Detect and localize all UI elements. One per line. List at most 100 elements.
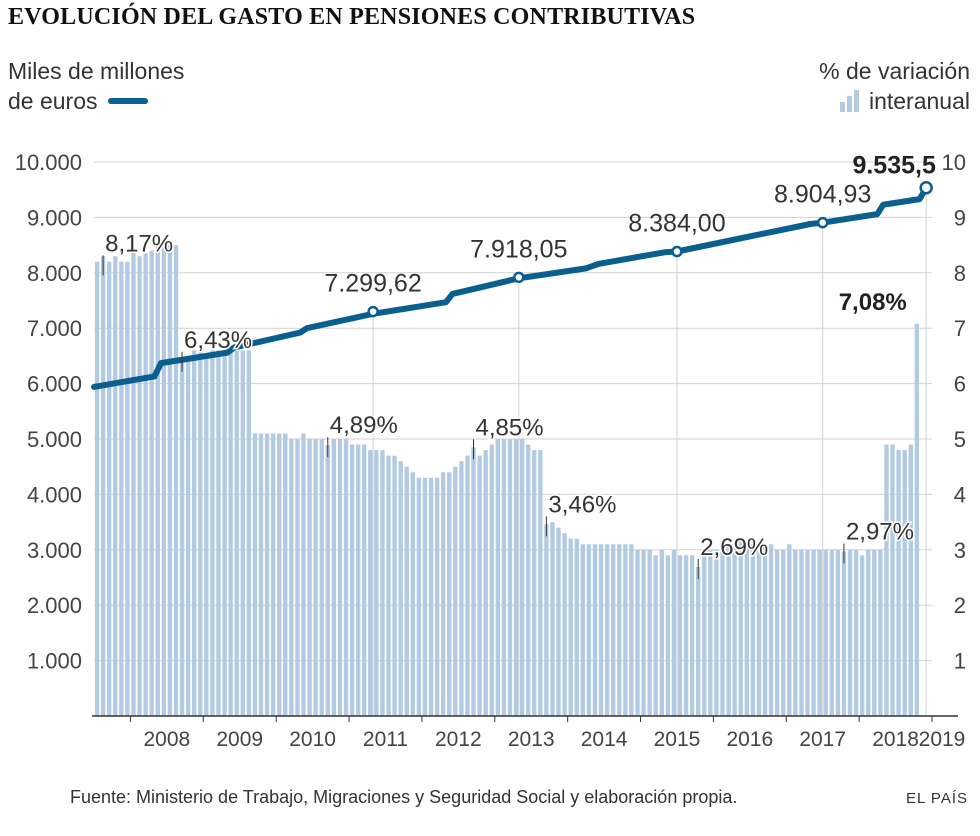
x-tick-label: 2010 xyxy=(289,728,336,751)
variation-bar xyxy=(447,472,452,716)
variation-bar xyxy=(337,439,343,716)
variation-bar xyxy=(781,549,786,716)
variation-bar xyxy=(283,433,288,716)
y-right-tick-label: 7 xyxy=(954,316,966,341)
variation-bar xyxy=(702,555,707,716)
variation-bar xyxy=(513,439,519,716)
y-right-tick-label: 10 xyxy=(942,150,966,175)
variation-bar xyxy=(726,544,731,716)
variation-bar xyxy=(434,477,440,716)
variation-bar xyxy=(653,555,658,716)
bar-value-label: 4,89% xyxy=(330,412,398,439)
left-legend-line2: de euros xyxy=(8,88,98,114)
y-left-tick-label: 2.000 xyxy=(27,593,82,618)
variation-bar xyxy=(94,261,100,716)
variation-bar xyxy=(550,522,555,716)
spending-line xyxy=(91,184,930,390)
variation-bar xyxy=(744,544,749,716)
line-point-marker xyxy=(513,271,525,284)
variation-bar xyxy=(459,461,464,716)
line-point-marker xyxy=(367,305,379,318)
x-tick-label: 2013 xyxy=(508,728,555,751)
variation-bar xyxy=(192,350,197,716)
variation-bar xyxy=(623,544,628,716)
variation-bar xyxy=(465,455,470,716)
variation-bar xyxy=(689,555,695,716)
variation-bar xyxy=(210,350,215,716)
variation-bar xyxy=(604,544,610,716)
variation-bar xyxy=(319,439,324,716)
variation-bar xyxy=(252,433,258,716)
y-right-tick-label: 2 xyxy=(954,593,966,618)
bar-series-swatch xyxy=(839,90,859,112)
variation-bar xyxy=(805,549,810,716)
variation-bar xyxy=(507,439,513,716)
variation-bar xyxy=(349,444,355,716)
right-legend-line1: % de variación xyxy=(819,58,970,84)
y-right-tick-label: 9 xyxy=(954,205,966,230)
variation-bar xyxy=(179,359,185,716)
bar-value-label: 6,43% xyxy=(184,327,252,354)
variation-bar xyxy=(720,549,725,716)
variation-bar xyxy=(556,527,561,716)
chart-title: EVOLUCIÓN DEL GASTO EN PENSIONES CONTRIB… xyxy=(8,4,696,30)
variation-bar xyxy=(841,551,847,716)
variation-bar xyxy=(823,549,828,716)
variation-bar xyxy=(198,350,203,716)
line-layer xyxy=(91,180,933,390)
variation-bar xyxy=(586,544,592,716)
variation-bar xyxy=(185,355,191,716)
variation-bar xyxy=(866,549,871,716)
bar-value-label: 3,46% xyxy=(548,491,616,518)
right-axis-legend: % de variación interanual xyxy=(819,56,970,116)
line-value-label: 8.384,00 xyxy=(628,210,725,238)
variation-bar xyxy=(398,461,403,716)
variation-bar xyxy=(829,549,834,716)
bar-value-label: 2,97% xyxy=(846,518,914,545)
variation-bar xyxy=(277,433,282,716)
brand-logo: EL PAÍS xyxy=(905,790,968,807)
bar-value-label: 7,08% xyxy=(839,289,907,316)
variation-bar xyxy=(762,544,768,716)
variation-bar xyxy=(204,355,209,716)
variation-bar xyxy=(896,450,901,716)
variation-bar xyxy=(246,350,252,716)
variation-bar xyxy=(538,450,543,716)
y-right-tick-label: 8 xyxy=(954,261,966,286)
variation-bar xyxy=(113,256,118,716)
line-point-marker xyxy=(919,180,933,195)
x-tick-label: 2014 xyxy=(581,728,628,751)
variation-bar xyxy=(787,544,792,716)
variation-bar xyxy=(137,256,142,716)
variation-bar xyxy=(234,350,239,716)
right-legend-line2: interanual xyxy=(868,88,970,114)
variation-bar xyxy=(544,524,549,716)
variation-bar xyxy=(380,450,385,716)
variation-bar xyxy=(501,439,507,716)
variation-bar xyxy=(756,544,762,716)
variation-bar xyxy=(817,549,822,716)
variation-bar xyxy=(647,549,652,716)
y-left-tick-label: 7.000 xyxy=(27,316,82,341)
variation-bar xyxy=(374,450,379,716)
line-value-label: 9.535,5 xyxy=(852,152,936,180)
variation-bar xyxy=(750,544,756,716)
variation-bar xyxy=(617,544,622,716)
variation-bar xyxy=(325,445,330,716)
variation-bar xyxy=(155,245,160,716)
variation-bar xyxy=(598,544,604,716)
variation-bar xyxy=(270,433,276,716)
y-right-tick-label: 1 xyxy=(954,649,966,674)
variation-bar xyxy=(914,323,920,716)
x-tick-label: 2017 xyxy=(799,728,846,751)
variation-bar xyxy=(355,444,361,716)
y-left-tick-label: 10.000 xyxy=(15,150,82,175)
line-value-label: 7.299,62 xyxy=(324,270,421,298)
variation-bar xyxy=(738,538,743,716)
variation-bar xyxy=(240,350,245,716)
variation-bar xyxy=(386,455,391,716)
variation-bar xyxy=(665,555,671,716)
y-left-tick-label: 1.000 xyxy=(27,649,82,674)
variation-bar xyxy=(714,549,719,716)
variation-bar xyxy=(525,444,531,716)
